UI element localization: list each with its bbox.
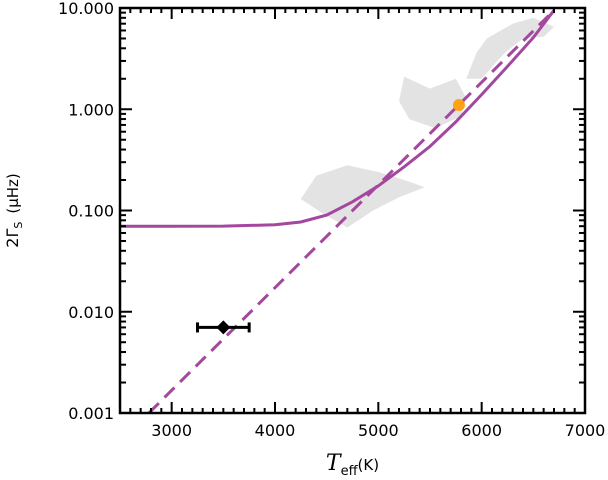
x-tick-label: 5000 [358, 421, 399, 440]
y-tick-label: 10.000 [58, 0, 114, 18]
data-point-circle [452, 99, 465, 112]
axes [118, 6, 587, 415]
series-line-dashed [147, 9, 556, 413]
y-tick-label: 0.010 [68, 303, 114, 322]
y-tick-label: 0.001 [68, 404, 114, 423]
y-axis-label-prefix: 2Γ [3, 229, 22, 248]
data-point-diamond [216, 320, 231, 335]
y-axis-label-sub: S [12, 222, 25, 229]
series-line-solid [120, 9, 556, 228]
x-axis-label-sub: eff [341, 464, 359, 479]
x-axis-label: Teff(K) [326, 451, 379, 479]
x-tick-label: 3000 [151, 421, 192, 440]
y-axis-label: 2ΓS (μHz) [3, 173, 25, 247]
x-tick-label: 4000 [255, 421, 296, 440]
y-axis-label-unit: (μHz) [4, 173, 22, 213]
tick-labels: 3000 4000 5000 6000 7000 0.001 0.010 0.100 1.000… [58, 0, 605, 440]
y-tick-label: 0.100 [68, 202, 114, 221]
x-axis-label-main: T [326, 451, 343, 476]
x-tick-label: 7000 [565, 421, 606, 440]
data-points [196, 99, 465, 335]
series-lines [120, 9, 556, 413]
x-axis-label-unit: (K) [358, 456, 380, 474]
x-tick-label: 6000 [461, 421, 502, 440]
y-tick-label: 1.000 [68, 100, 114, 119]
